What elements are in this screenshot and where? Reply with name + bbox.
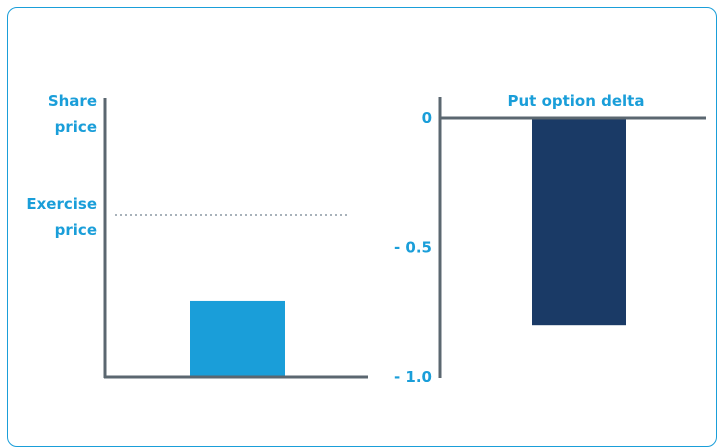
put-delta-panel: Put option delta 0 - 0.5 - 1.0 [394,92,706,386]
exercise-price-label-line1: Exercise [26,195,97,213]
share-price-label-line1: Share [48,92,97,110]
put-delta-tick-label: - 0.5 [394,239,432,257]
put-delta-bar [532,118,626,326]
put-delta-title: Put option delta [508,92,645,110]
share-price-panel: Share price Exercise price [26,92,368,379]
share-price-label-line2: price [55,118,97,136]
put-delta-tick-label: - 1.0 [394,368,432,386]
share-price-bar [190,300,285,376]
exercise-price-label-line2: price [55,221,97,239]
put-delta-tick-label: 0 [422,109,432,127]
